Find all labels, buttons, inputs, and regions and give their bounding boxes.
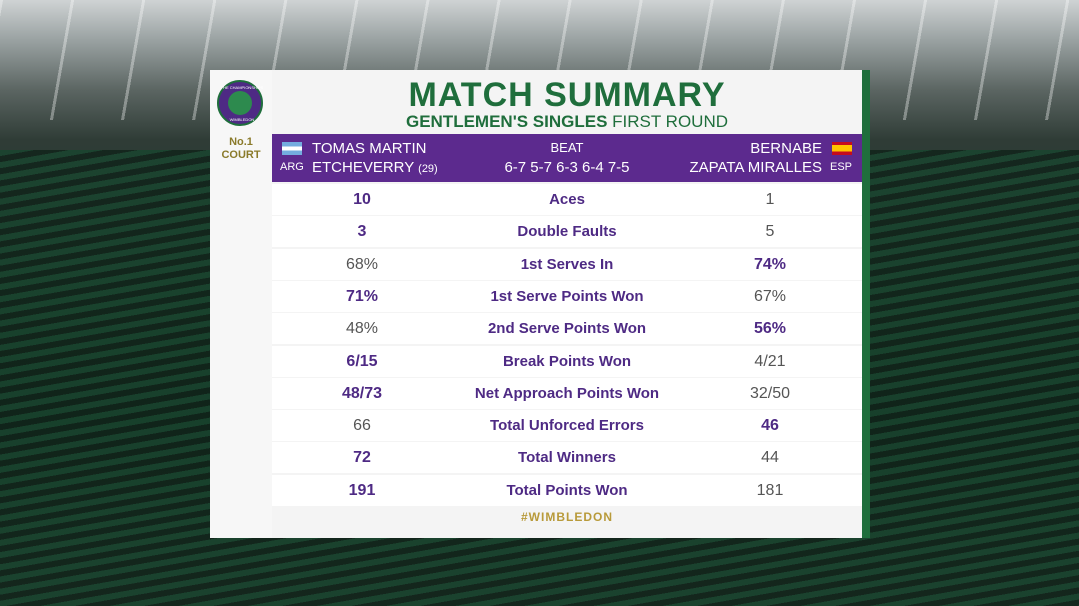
left-first-name: TOMAS MARTIN	[312, 140, 427, 157]
stat-name: Break Points Won	[502, 352, 632, 370]
hashtag: #WIMBLEDON	[521, 510, 613, 524]
right-value: 56%	[753, 320, 787, 338]
stat-row: 71% 1st Serve Points Won 67%	[272, 280, 862, 312]
stat-row: 72 Total Winners 44	[272, 442, 862, 474]
result: BEAT	[550, 140, 584, 155]
left-value: 191	[348, 481, 376, 499]
score: 6-7 5-7 6-3 6-4 7-5	[504, 159, 630, 176]
right-value: 181	[756, 481, 784, 499]
left-value: 6/15	[346, 352, 378, 370]
logo-text: THE CHAMPIONSHIPS	[220, 85, 264, 90]
subtitle: GENTLEMEN'S SINGLES FIRST ROUND	[272, 112, 862, 132]
left-last-name: ETCHEVERRY (29)	[312, 159, 438, 176]
stat-name: Total Unforced Errors	[490, 417, 644, 435]
green-stripe	[862, 70, 870, 538]
players-bar: ARG TOMAS MARTIN ETCHEVERRY (29) BEAT 6-…	[272, 134, 862, 182]
logo: THE CHAMPIONSHIPS WIMBLEDON	[217, 80, 263, 126]
stat-row: 6/15 Break Points Won 4/21	[272, 345, 862, 377]
left-value: 48/73	[341, 384, 383, 402]
stat-name: Double Faults	[517, 223, 617, 241]
flag-esp	[832, 142, 852, 155]
left-value: 66	[353, 417, 371, 435]
left-seed: (29)	[418, 163, 438, 175]
right-last-name: ZAPATA MIRALLES	[689, 159, 822, 176]
stat-name: Total Winners	[518, 449, 616, 467]
logo-column: THE CHAMPIONSHIPS WIMBLEDON No.1 COURT	[210, 70, 272, 538]
flag-arg	[282, 142, 302, 155]
left-value: 71%	[345, 287, 379, 305]
right-value: 46	[761, 417, 779, 435]
left-value: 3	[357, 223, 367, 241]
left-country: ARG	[280, 161, 304, 173]
stat-row: 68% 1st Serves In 74%	[272, 248, 862, 280]
left-value: 72	[353, 449, 371, 467]
stat-name: Aces	[549, 191, 585, 208]
stat-name: 1st Serves In	[520, 255, 614, 273]
match-summary-panel: THE CHAMPIONSHIPS WIMBLEDON No.1 COURT M…	[210, 70, 870, 538]
right-value: 74%	[753, 255, 787, 273]
stat-name: Net Approach Points Won	[474, 384, 660, 402]
left-value: 48%	[345, 320, 379, 338]
right-first-name: BERNABE	[750, 140, 822, 157]
left-last: ETCHEVERRY	[312, 159, 414, 176]
stat-name: Total Points Won	[506, 481, 628, 499]
stat-name: 2nd Serve Points Won	[487, 320, 647, 338]
logo-emblem	[228, 91, 252, 115]
round: FIRST ROUND	[612, 112, 729, 131]
title: MATCH SUMMARY	[408, 76, 726, 114]
right-value: 67%	[753, 287, 787, 305]
stat-name: 1st Serve Points Won	[490, 287, 644, 305]
right-value: 4/21	[754, 352, 786, 370]
event: GENTLEMEN'S SINGLES	[405, 112, 608, 131]
stat-row: 48% 2nd Serve Points Won 56%	[272, 313, 862, 345]
stat-row: 66 Total Unforced Errors 46	[272, 410, 862, 442]
right-value: 5	[765, 223, 775, 241]
stat-row: 191 Total Points Won 181	[272, 474, 862, 506]
left-value: 10	[353, 191, 371, 208]
right-country: ESP	[829, 161, 852, 173]
court-number: No.1	[229, 136, 253, 148]
right-value: 44	[761, 449, 779, 467]
right-value: 32/50	[749, 384, 791, 402]
stat-row: 10 Aces 1	[272, 184, 862, 215]
stat-row: 48/73 Net Approach Points Won 32/50	[272, 377, 862, 409]
stat-row: 3 Double Faults 5	[272, 216, 862, 248]
left-value: 68%	[345, 255, 379, 273]
logo-text: WIMBLEDON	[229, 117, 255, 122]
court-label: COURT	[221, 149, 261, 161]
right-value: 1	[765, 191, 775, 208]
